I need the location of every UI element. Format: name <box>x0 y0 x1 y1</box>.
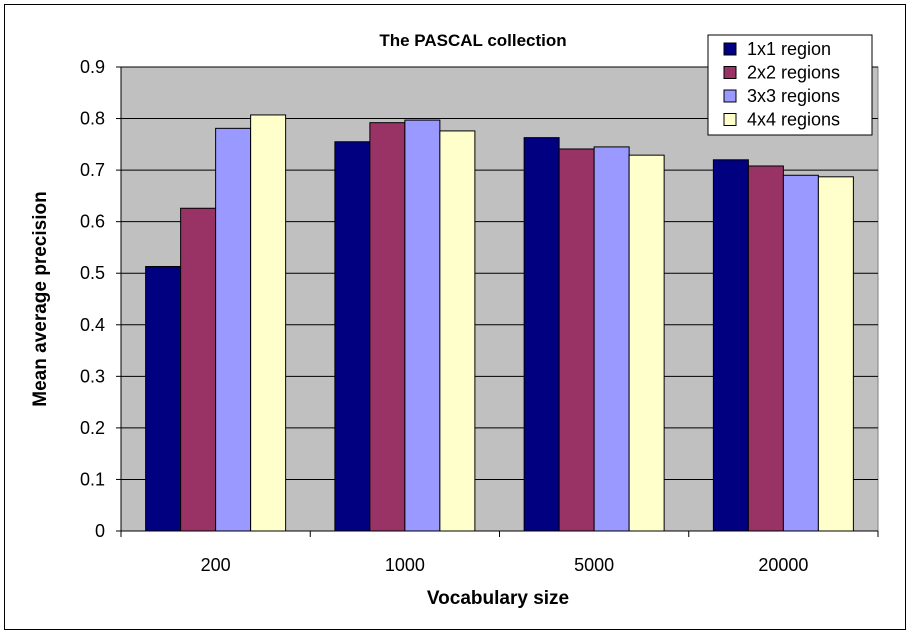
bar <box>334 141 371 532</box>
y-axis-title: Mean average precision <box>30 191 51 406</box>
bar <box>404 119 441 532</box>
legend-swatch <box>723 42 737 56</box>
x-axis-title: Vocabulary size <box>427 588 569 609</box>
bar <box>628 154 665 532</box>
y-tick-label: 0.7 <box>80 160 105 180</box>
axes <box>116 66 879 537</box>
bar <box>250 114 287 532</box>
bar <box>593 146 630 532</box>
bar <box>523 137 560 532</box>
bar <box>782 174 819 532</box>
y-tick-label: 0.4 <box>80 315 105 335</box>
bar <box>747 165 784 532</box>
bars <box>145 114 854 532</box>
bar <box>817 176 854 532</box>
x-tick-label: 200 <box>201 555 231 575</box>
legend-swatch <box>723 66 737 79</box>
chart-title: The PASCAL collection <box>379 31 566 50</box>
bar <box>712 159 749 532</box>
bar <box>180 207 217 532</box>
bar <box>215 127 252 532</box>
bar <box>558 148 595 532</box>
legend-label: 4x4 regions <box>747 110 840 130</box>
legend: 1x1 region 2x2 regions 3x3 regions 4x4 regi… <box>707 34 873 136</box>
y-tick-label: 0.2 <box>80 418 105 438</box>
legend-swatch <box>723 89 737 103</box>
x-tick-label: 5000 <box>574 555 614 575</box>
x-tick-label: 20000 <box>758 555 808 575</box>
y-tick-label: 0.3 <box>80 366 105 386</box>
legend-label: 1x1 region <box>747 39 831 59</box>
y-tick-label: 0.6 <box>80 212 105 232</box>
y-tick-label: 0.9 <box>80 57 105 77</box>
y-tick-label: 0.8 <box>80 109 105 129</box>
bar <box>369 122 406 532</box>
legend-label: 2x2 regions <box>747 63 840 83</box>
y-tick-label: 0.1 <box>80 469 105 489</box>
legend-swatch <box>723 113 737 126</box>
legend-label: 3x3 regions <box>747 86 840 106</box>
bar <box>145 266 182 532</box>
y-tick-label: 0 <box>95 521 105 541</box>
y-tick-labels: 0 0.1 0.2 0.3 0.4 0.5 0.6 0.7 0.8 0.9 <box>80 57 105 541</box>
x-tick-label: 1000 <box>385 555 425 575</box>
x-tick-labels: 200 1000 5000 20000 <box>201 555 809 575</box>
y-tick-label: 0.5 <box>80 263 105 283</box>
bar <box>439 130 476 532</box>
